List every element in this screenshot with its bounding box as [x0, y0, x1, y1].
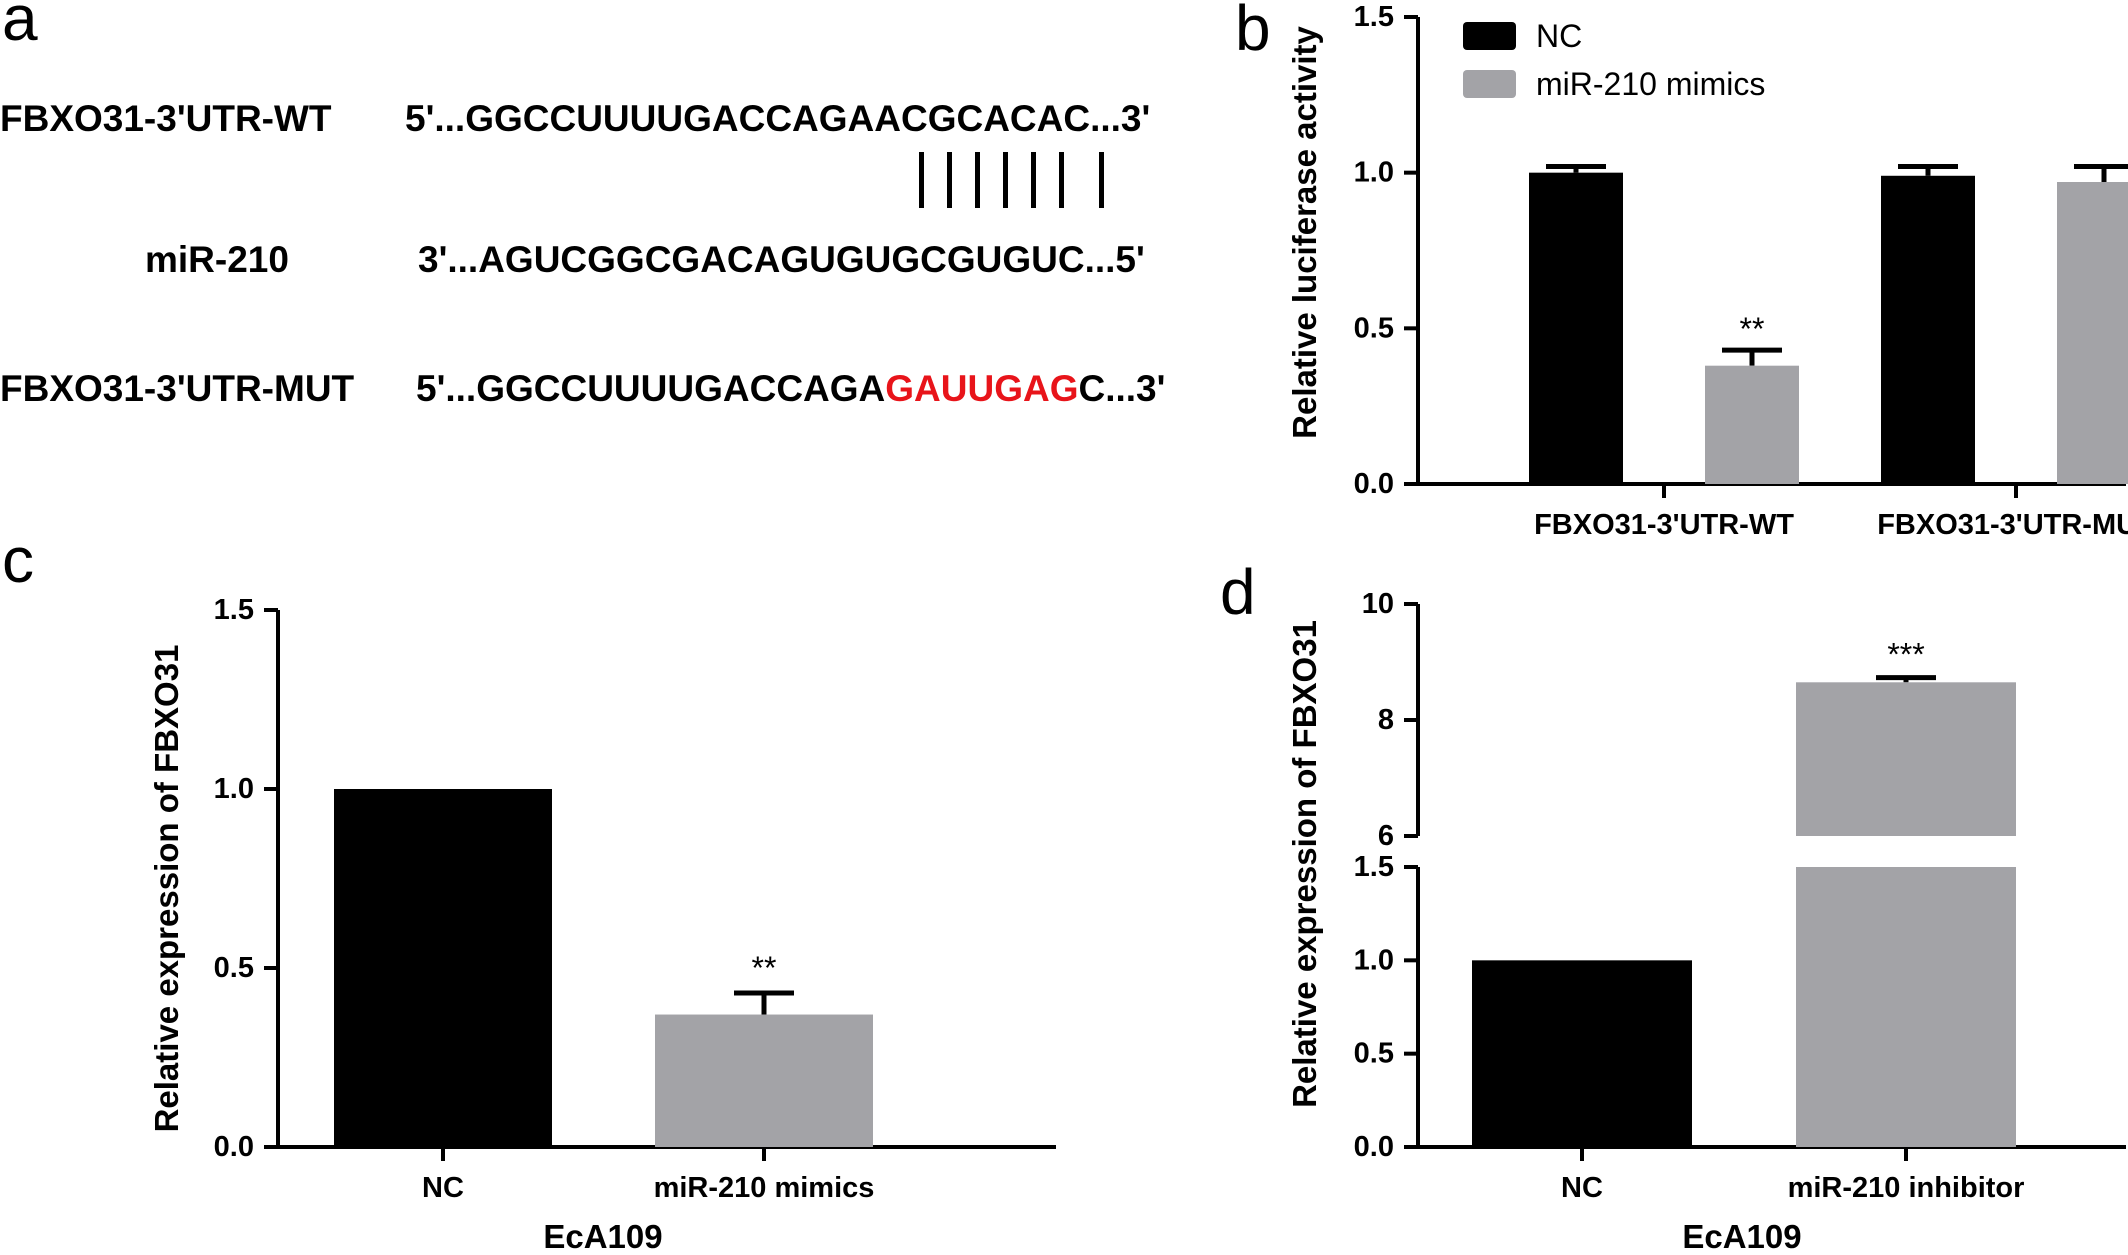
bar: [334, 789, 552, 1147]
y-tick-label: 1.0: [1354, 157, 1394, 189]
y-axis-label: Relative expression of FBXO31: [148, 645, 185, 1133]
pair-line: [947, 152, 952, 208]
chart-c-plot: 0.0 0.5 1.0 1.5 Relative expression of FBXO3…: [148, 594, 1056, 1255]
y-tick-label: 6: [1378, 820, 1394, 852]
bar: [1881, 175, 1975, 484]
bar-lower-segment: [1796, 867, 2016, 1147]
y-tick-label: 10: [1362, 588, 1394, 620]
y-axis-label: Relative expression of FBXO31: [1286, 620, 1323, 1108]
mut-seq-end: C...3': [1078, 368, 1166, 409]
y-tick-label: 1.5: [1354, 1, 1394, 33]
mut-seq-start: 5'...GGCCUUUUGACCAGA: [416, 368, 886, 409]
y-tick-label: 0.5: [1354, 312, 1394, 344]
panel-a-letter: a: [2, 0, 38, 54]
y-tick-label: 1.0: [1354, 944, 1394, 976]
pair-line: [1059, 152, 1064, 208]
panel-c-letter: c: [2, 524, 34, 596]
pair-line: [919, 152, 924, 208]
y-tick-label: 0.5: [1354, 1038, 1394, 1070]
mut-seq-mutated: GAUUGAG: [885, 368, 1079, 409]
x-axis-label: EcA109: [1682, 1218, 1801, 1255]
mir-sequence: 3'...AGUCGGCGACAGUGUGCGUGUC...5': [418, 239, 1145, 280]
x-tick-label: FBXO31-3'UTR-MUT: [1877, 509, 2128, 541]
legend-swatch: [1463, 22, 1516, 50]
panel-b-letter: b: [1235, 0, 1271, 64]
x-tick-label: NC: [1561, 1172, 1603, 1204]
chart-d-plot: 6 8 10 0.0 0.5 1.0 1.5 Relative expression of F…: [1286, 588, 2126, 1255]
y-tick-label: 1.0: [214, 773, 254, 805]
legend-swatch: [1463, 70, 1516, 98]
pair-line: [1003, 152, 1008, 208]
y-tick-label: 8: [1378, 704, 1394, 736]
bar: [1705, 365, 1799, 484]
mut-sequence: 5'...GGCCUUUUGACCAGAGAUUGAGC...3': [416, 370, 1165, 407]
pair-line: [975, 152, 980, 208]
wt-label: FBXO31-3'UTR-WT: [0, 98, 332, 139]
panel-d-letter: d: [1220, 556, 1256, 628]
wt-sequence: 5'...GGCCUUUUGACCAGAACGCACAC...3': [405, 98, 1151, 139]
significance-label: ***: [1887, 637, 1924, 673]
pair-line: [1099, 152, 1104, 208]
bar: [1529, 172, 1623, 484]
y-axis-label: Relative luciferase activity: [1286, 25, 1323, 438]
y-tick-label: 0.0: [1354, 468, 1394, 500]
bar: [1796, 682, 2016, 836]
y-tick-label: 0.0: [1354, 1131, 1394, 1163]
chart-b-plot: 0.0 0.5 1.0 1.5 Relative luciferase activity…: [1286, 1, 2128, 541]
y-tick-label: 1.5: [214, 594, 254, 626]
y-tick-label: 0.5: [214, 952, 254, 984]
mut-label: FBXO31-3'UTR-MUT: [0, 368, 355, 409]
legend-label: miR-210 mimics: [1536, 66, 1765, 102]
significance-label: **: [1740, 311, 1765, 347]
significance-label: **: [752, 950, 777, 986]
x-tick-label: NC: [422, 1172, 464, 1204]
y-tick-label: 1.5: [1354, 851, 1394, 883]
x-tick-label: FBXO31-3'UTR-WT: [1534, 509, 1794, 541]
x-tick-label: miR-210 mimics: [654, 1172, 875, 1204]
mir-label: miR-210: [145, 239, 289, 280]
x-tick-label: miR-210 inhibitor: [1788, 1172, 2025, 1204]
pair-line: [1031, 152, 1036, 208]
legend-label: NC: [1536, 18, 1582, 54]
bar: [1472, 960, 1692, 1147]
y-tick-label: 0.0: [214, 1131, 254, 1163]
bar: [2057, 182, 2128, 485]
bar: [655, 1014, 873, 1147]
x-axis-label: EcA109: [543, 1218, 662, 1255]
